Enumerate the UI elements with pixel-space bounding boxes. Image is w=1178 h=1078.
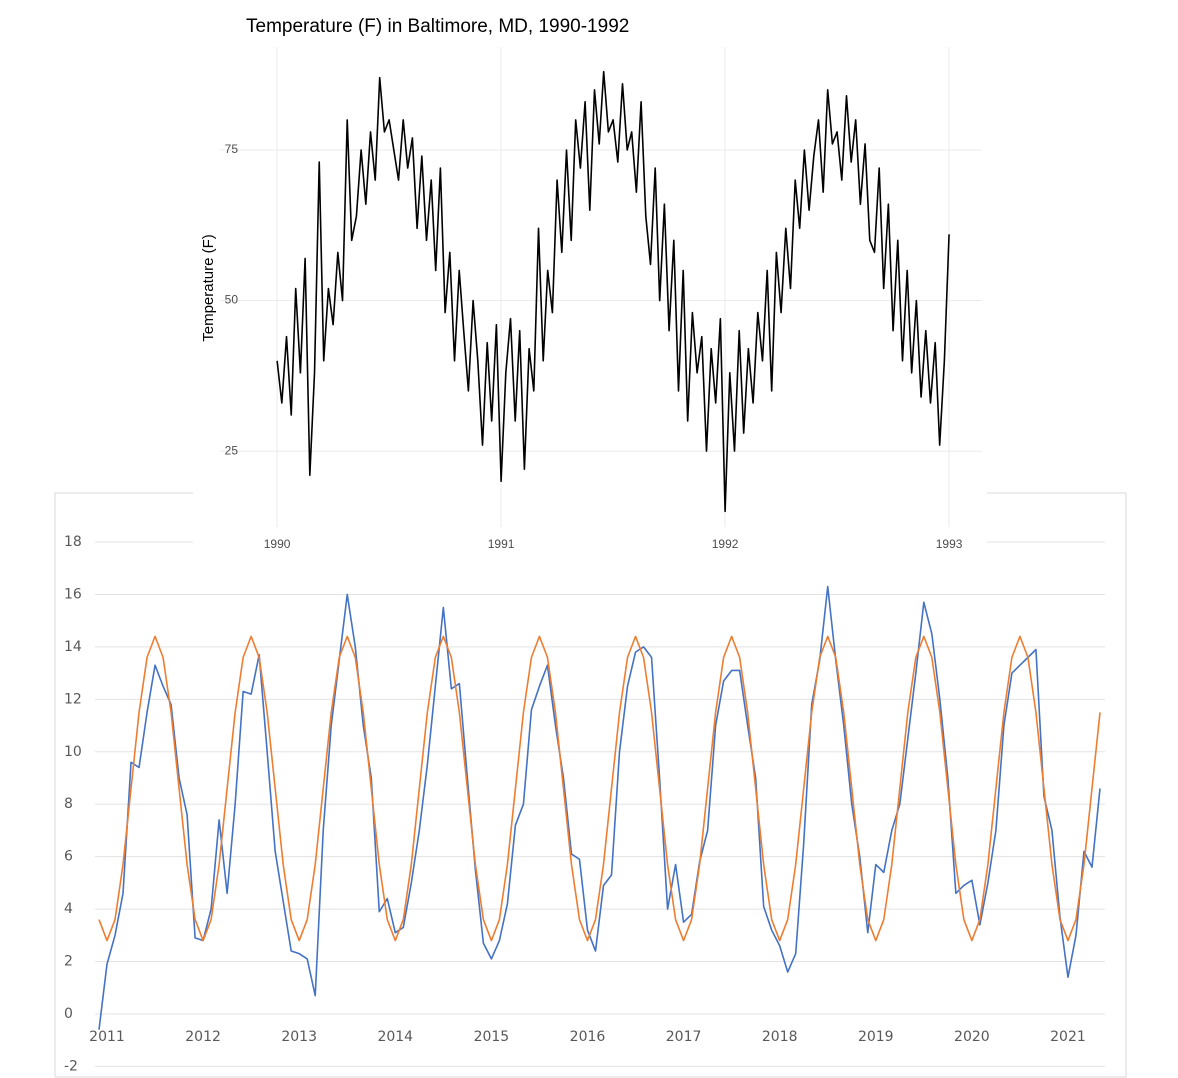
x-tick-label: 2020	[954, 1029, 990, 1045]
x-tick-label: 2019	[858, 1029, 894, 1045]
y-tick-label: 2	[64, 954, 73, 970]
x-tick-label: 1991	[488, 537, 515, 551]
y-tick-label: 50	[225, 293, 239, 307]
y-tick-label: 0	[64, 1006, 73, 1022]
x-tick-label: 2012	[185, 1029, 221, 1045]
x-tick-label: 1992	[712, 537, 739, 551]
y-tick-label: 75	[225, 142, 239, 156]
y-tick-label: 25	[225, 443, 239, 457]
x-tick-label: 2017	[666, 1029, 702, 1045]
line-series	[98, 585, 1101, 1030]
line-series	[98, 635, 1101, 942]
y-tick-label: -2	[64, 1058, 78, 1074]
y-tick-label: 12	[64, 691, 82, 707]
y-tick-label: 6	[64, 849, 73, 865]
chart-title: Temperature (F) in Baltimore, MD, 1990-1…	[246, 16, 629, 37]
x-tick-label: 1990	[264, 537, 291, 551]
line-series	[276, 70, 950, 513]
y-axis-title: Temperature (F)	[200, 234, 217, 342]
x-tick-label: 2014	[377, 1029, 413, 1045]
x-tick-label: 2011	[89, 1029, 125, 1045]
chart-frame	[54, 492, 1127, 1078]
x-tick-label: 2016	[570, 1029, 606, 1045]
y-tick-label: 4	[64, 901, 73, 917]
y-tick-label: 8	[64, 796, 73, 812]
y-tick-label: 14	[64, 639, 82, 655]
y-tick-label: 10	[64, 744, 82, 760]
y-tick-label: 18	[64, 534, 82, 550]
x-tick-label: 2018	[762, 1029, 798, 1045]
x-tick-label: 2015	[474, 1029, 510, 1045]
y-tick-label: 16	[64, 586, 82, 602]
x-tick-label: 2013	[281, 1029, 317, 1045]
bottom-chart: -2 0 2 4 6 8 10 12 14 16 18 2011 2012 2013 2014 2015 201…	[54, 492, 1127, 1078]
chart-background	[193, 0, 987, 556]
top-chart: Temperature (F) in Baltimore, MD, 1990-1…	[193, 0, 987, 556]
x-tick-label: 1993	[936, 537, 963, 551]
x-tick-label: 2021	[1050, 1029, 1086, 1045]
